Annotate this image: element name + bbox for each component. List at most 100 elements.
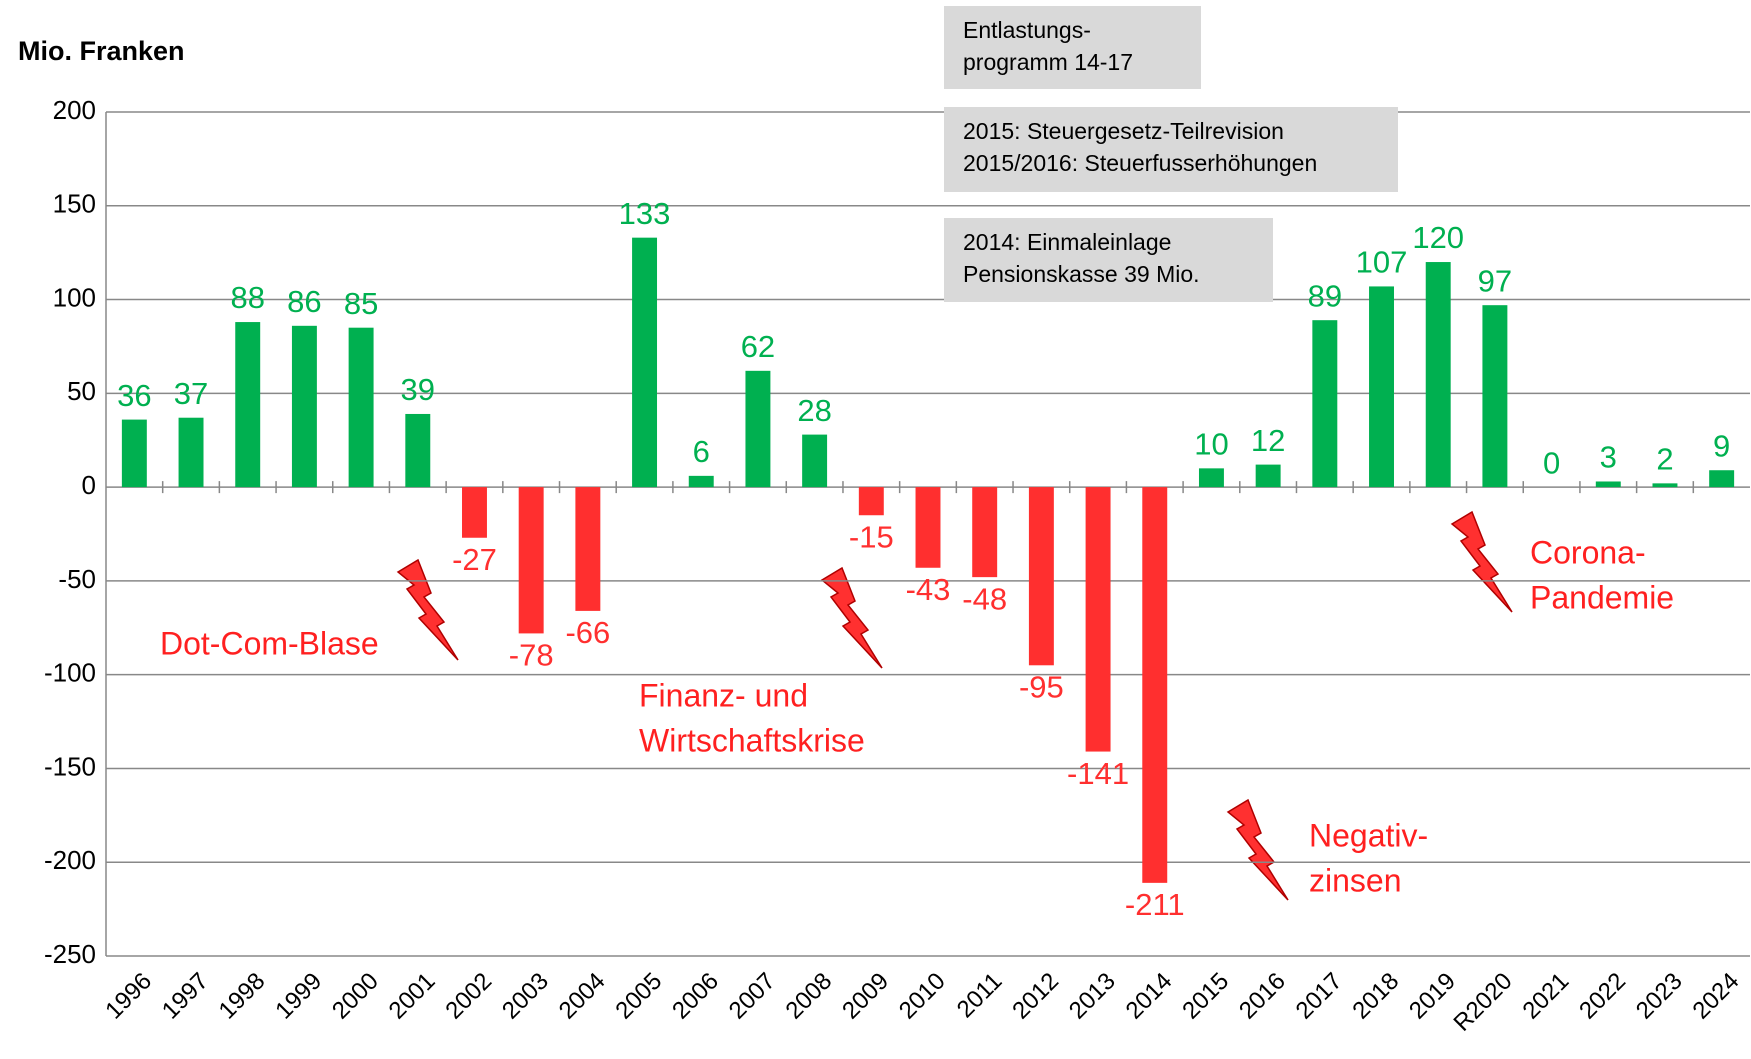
x-tick-label: 2010 [894, 968, 951, 1025]
value-label: -15 [849, 519, 894, 554]
x-tick-label: 1996 [100, 968, 157, 1025]
value-label: 85 [344, 286, 378, 321]
bar [235, 322, 261, 488]
value-label: 88 [230, 280, 264, 315]
bar [121, 419, 147, 488]
axis-title: Mio. Franken [18, 36, 185, 66]
x-tick-label: 2024 [1688, 968, 1745, 1025]
x-tick-label: 2013 [1064, 968, 1121, 1025]
value-label: 36 [117, 378, 151, 413]
x-tick-label: R2020 [1449, 968, 1518, 1037]
x-tick-label: 2012 [1007, 968, 1064, 1025]
x-tick-label: 1997 [157, 968, 214, 1025]
bar [1312, 320, 1338, 488]
lightning-icon [1226, 798, 1289, 901]
bar [1198, 468, 1224, 488]
value-label: -43 [906, 572, 951, 607]
value-label: 37 [174, 376, 208, 411]
x-tick-label: 2022 [1574, 968, 1631, 1025]
bar [348, 327, 374, 488]
bar [1085, 487, 1111, 752]
y-tick-label: 150 [53, 189, 96, 219]
y-tick-label: 200 [53, 95, 96, 125]
y-tick-label: 0 [82, 470, 96, 500]
x-tick-label: 2011 [952, 968, 1008, 1024]
bar [1028, 487, 1054, 666]
bar [745, 370, 771, 488]
value-label: 107 [1356, 245, 1408, 280]
annotation-text: Corona- [1530, 534, 1646, 570]
value-label: 28 [797, 393, 831, 428]
x-tick-label: 2016 [1234, 968, 1291, 1025]
value-label: 10 [1194, 427, 1228, 462]
x-tick-label: 2014 [1121, 968, 1178, 1025]
bar [1425, 262, 1451, 488]
y-tick-label: -100 [44, 658, 96, 688]
bar [1595, 481, 1621, 488]
bar [1652, 483, 1678, 488]
bar [575, 487, 601, 611]
value-label: 133 [619, 196, 671, 231]
bar [1255, 464, 1281, 488]
lightning-icon [1450, 510, 1513, 613]
value-label: 6 [693, 434, 710, 469]
bar [178, 417, 204, 488]
y-tick-label: 100 [53, 282, 96, 312]
bar [972, 487, 998, 578]
annotation-text: 2014: Einmaleinlage [963, 229, 1171, 255]
value-label: 39 [401, 372, 435, 407]
annotation-text: Finanz- und [639, 677, 808, 713]
bar [462, 487, 487, 538]
value-label: -141 [1067, 756, 1129, 791]
x-tick-label: 2015 [1177, 968, 1234, 1025]
x-tick-label: 2023 [1631, 968, 1688, 1025]
x-tick-label: 2008 [781, 968, 838, 1025]
value-label: -27 [452, 542, 497, 577]
annotation-box [944, 6, 1201, 89]
annotation-text: Negativ- [1309, 817, 1428, 853]
value-label: 0 [1543, 445, 1560, 480]
x-tick-label: 2018 [1347, 968, 1404, 1025]
value-label: 12 [1251, 423, 1285, 458]
y-tick-label: 50 [67, 376, 96, 406]
y-tick-label: -50 [58, 564, 96, 594]
annotation-text: Pandemie [1530, 579, 1674, 615]
annotation-text: Entlastungs- [963, 17, 1091, 43]
value-label: -48 [962, 581, 1007, 616]
bar [518, 487, 544, 634]
bar [688, 475, 714, 488]
x-tick-label: 1999 [270, 968, 327, 1025]
bar [1142, 487, 1168, 883]
bar [1369, 286, 1394, 488]
annotation-text: Wirtschaftskrise [639, 722, 865, 758]
x-tick-label: 2005 [610, 968, 667, 1025]
y-tick-label: -200 [44, 845, 96, 875]
bar [802, 434, 828, 488]
value-label: 97 [1478, 263, 1512, 298]
value-label: -211 [1125, 887, 1185, 922]
lightning-icon [396, 558, 459, 661]
bar [632, 237, 658, 488]
annotation-box [944, 218, 1273, 302]
annotation-text: programm 14-17 [963, 49, 1133, 75]
x-tick-label: 2000 [327, 968, 384, 1025]
y-tick-label: -250 [44, 939, 96, 969]
value-label: 62 [741, 329, 775, 364]
value-label: 3 [1600, 440, 1617, 475]
bar [1709, 470, 1735, 488]
annotation-box [944, 107, 1398, 192]
bar [858, 487, 884, 516]
y-tick-label: -150 [44, 751, 96, 781]
lightning-icon [820, 566, 883, 669]
value-label: -66 [565, 615, 610, 650]
annotation-text: zinsen [1309, 862, 1402, 898]
value-label: -95 [1019, 669, 1064, 704]
x-tick-label: 2006 [667, 968, 724, 1025]
value-label: 120 [1412, 220, 1464, 255]
value-label: 9 [1713, 428, 1730, 463]
annotation-text: Dot-Com-Blase [160, 625, 379, 661]
x-tick-label: 2017 [1291, 968, 1348, 1025]
annotation-text: 2015/2016: Steuerfusserhöhungen [963, 150, 1317, 176]
x-tick-label: 2007 [724, 968, 781, 1025]
